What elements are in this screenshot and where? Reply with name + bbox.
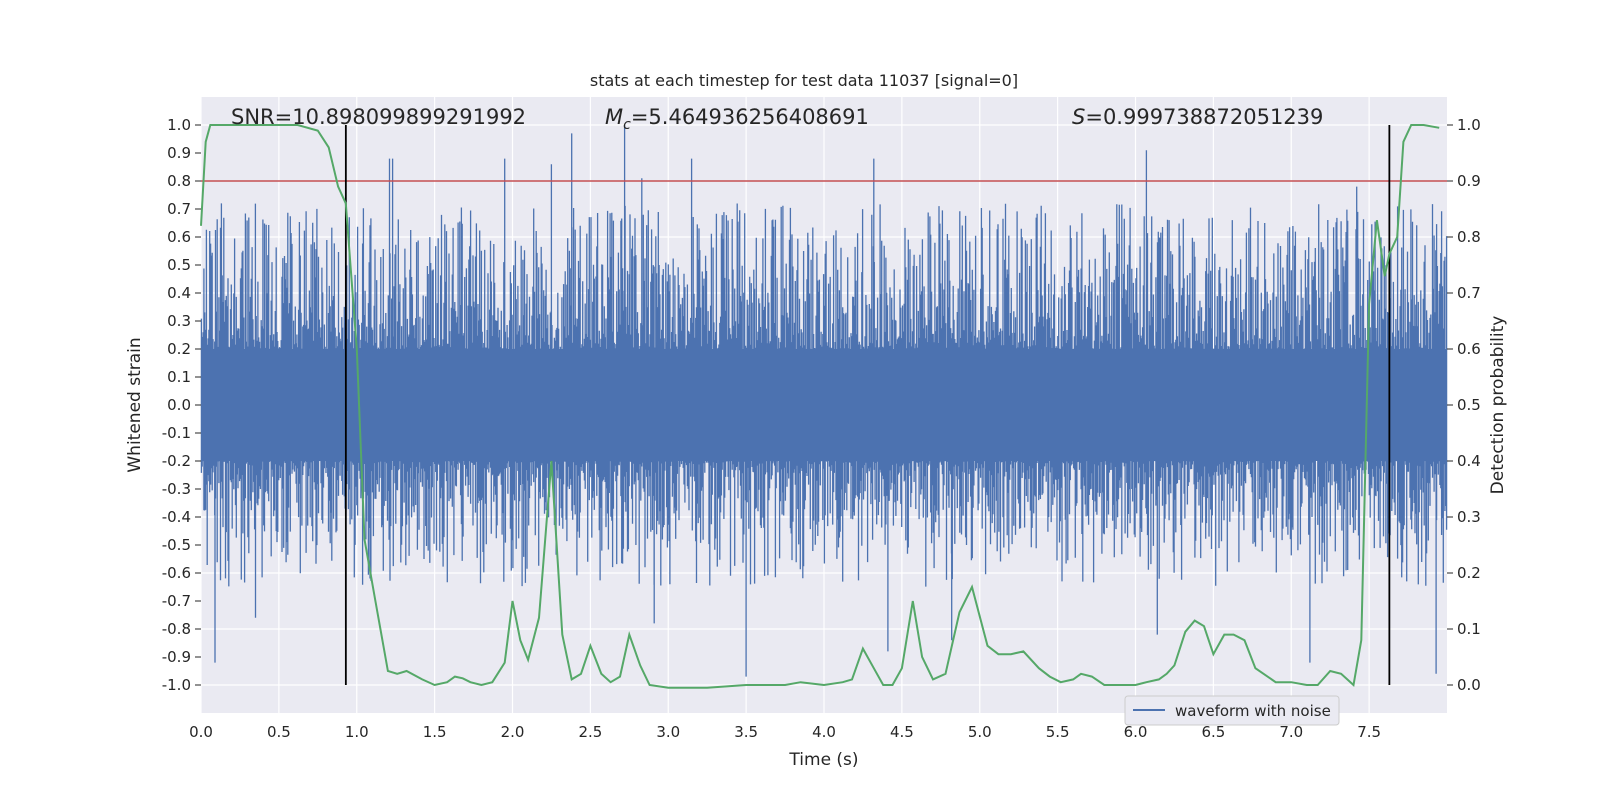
x-tick-label: 1.5 [423, 723, 447, 741]
chart-title: stats at each timestep for test data 110… [590, 71, 1018, 90]
left-y-tick-label: 0.8 [167, 172, 191, 190]
left-y-tick-label: 0.4 [167, 284, 191, 302]
left-y-tick-label: 0.3 [167, 312, 191, 330]
left-y-tick-label: -0.6 [162, 564, 191, 582]
right-y-tick-label: 0.3 [1457, 508, 1481, 526]
mc-value: =5.464936256408691 [631, 105, 869, 129]
legend-label: waveform with noise [1175, 702, 1331, 720]
left-y-tick-label: 0.2 [167, 340, 191, 358]
snr-annotation: SNR=10.898099899291992 [231, 105, 526, 129]
right-y-tick-label: 0.9 [1457, 172, 1481, 190]
right-y-tick-label: 0.4 [1457, 452, 1481, 470]
right-y-tick-label: 0.1 [1457, 620, 1481, 638]
x-tick-label: 3.5 [734, 723, 758, 741]
right-y-tick-label: 0.0 [1457, 676, 1481, 694]
legend-box [1124, 695, 1340, 726]
right-y-tick-label: 0.8 [1457, 228, 1481, 246]
x-tick-label: 0.5 [267, 723, 291, 741]
right-y-axis-label: Detection probability [1488, 316, 1508, 495]
x-tick-label: 5.5 [1046, 723, 1070, 741]
right-y-axis-ticks: 1.0 0.9 0.8 0.7 0.6 0.5 0.4 0.3 0.2 0.1 0.0 [1447, 116, 1481, 694]
right-y-tick-label: 0.5 [1457, 396, 1481, 414]
x-axis-ticks: 0.0 0.5 1.0 1.5 2.0 2.5 3.0 3.5 4.0 4.5 5.0 5.5 6.0 6… [189, 723, 1381, 741]
mc-subscript: c [623, 117, 631, 133]
mc-symbol: M [605, 105, 623, 129]
left-y-tick-label: -0.1 [162, 424, 191, 442]
x-tick-label: 2.5 [578, 723, 602, 741]
left-y-tick-label: -1.0 [162, 676, 191, 694]
x-tick-label: 0.0 [189, 723, 213, 741]
left-y-tick-label: -0.4 [162, 508, 191, 526]
left-y-tick-label: -0.9 [162, 648, 191, 666]
x-tick-label: 7.5 [1357, 723, 1381, 741]
legend: waveform with noise [1124, 695, 1340, 726]
waveform-series [200, 125, 1448, 677]
marker-lines [344, 125, 1391, 685]
s-symbol: S [1072, 105, 1085, 129]
left-y-tick-label: -0.2 [162, 452, 191, 470]
left-y-tick-label: 0.7 [167, 200, 191, 218]
x-tick-label: 1.0 [345, 723, 369, 741]
x-tick-label: 7.0 [1279, 723, 1303, 741]
left-y-tick-label: 0.6 [167, 228, 191, 246]
s-value: =0.999738872051239 [1085, 105, 1323, 129]
s-annotation: S=0.999738872051239 [1072, 105, 1323, 129]
left-y-tick-label: -0.3 [162, 480, 191, 498]
x-tick-label: 2.0 [501, 723, 525, 741]
x-tick-label: 5.0 [968, 723, 992, 741]
left-y-tick-label: 0.0 [167, 396, 191, 414]
x-tick-label: 3.0 [656, 723, 680, 741]
left-y-tick-label: -0.5 [162, 536, 191, 554]
right-y-tick-label: 0.7 [1457, 284, 1481, 302]
x-tick-label: 6.0 [1124, 723, 1148, 741]
right-y-tick-label: 1.0 [1457, 116, 1481, 134]
left-y-tick-label: 0.1 [167, 368, 191, 386]
waveform-trace [200, 125, 1448, 677]
left-y-axis-label: Whitened strain [125, 337, 145, 472]
left-y-axis-ticks: 1.0 0.9 0.8 0.7 0.6 0.5 0.4 0.3 0.2 0.1 0.0 -0.1 -0.… [162, 116, 201, 694]
mc-annotation: Mc=5.464936256408691 [605, 105, 869, 133]
x-axis-label: Time (s) [788, 750, 858, 770]
right-y-tick-label: 0.2 [1457, 564, 1481, 582]
left-y-tick-label: 0.5 [167, 256, 191, 274]
right-y-tick-label: 0.6 [1457, 340, 1481, 358]
left-y-tick-label: -0.7 [162, 592, 191, 610]
left-y-tick-label: 1.0 [167, 116, 191, 134]
x-tick-label: 4.5 [890, 723, 914, 741]
left-y-tick-label: -0.8 [162, 620, 191, 638]
x-tick-label: 6.5 [1201, 723, 1225, 741]
left-y-tick-label: 0.9 [167, 144, 191, 162]
detection-probability-line [200, 124, 1440, 689]
x-tick-label: 4.0 [812, 723, 836, 741]
